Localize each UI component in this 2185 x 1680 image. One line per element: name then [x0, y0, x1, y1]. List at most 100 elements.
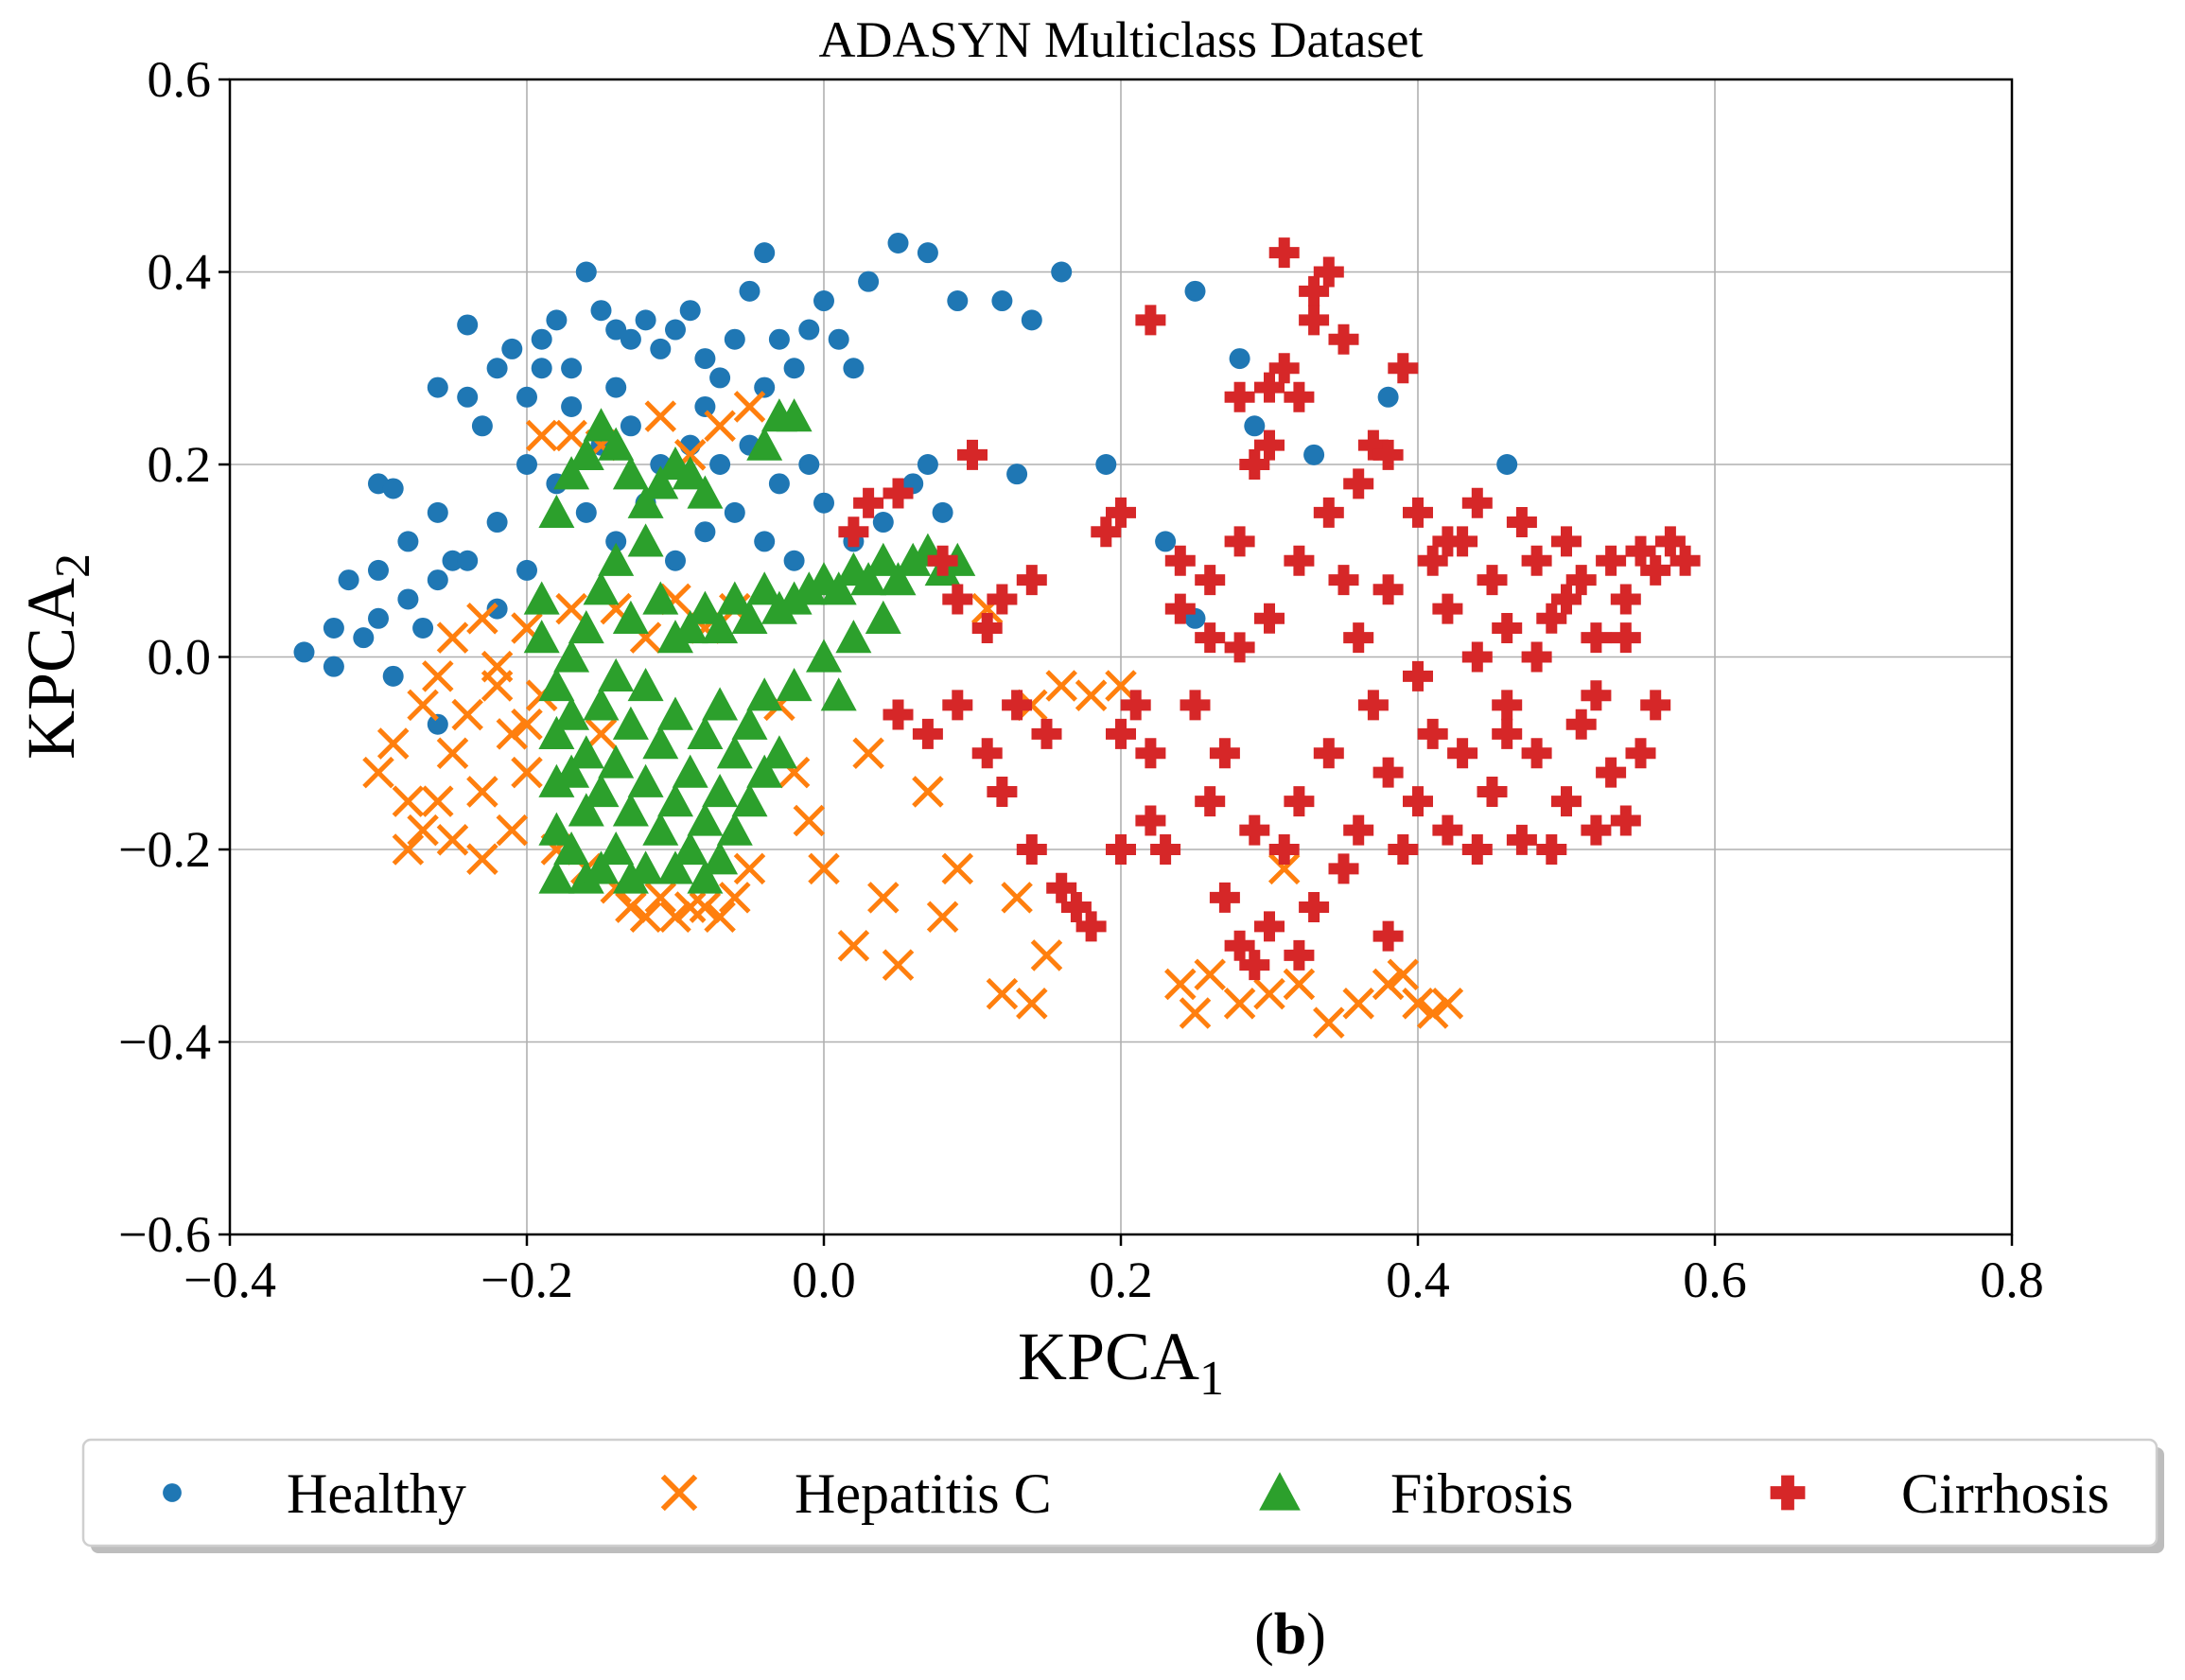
data-point [1536, 603, 1567, 634]
data-point [1179, 997, 1212, 1029]
data-point [516, 454, 537, 475]
data-point [768, 328, 790, 350]
plot-points [293, 232, 1701, 1039]
data-point [1184, 280, 1206, 302]
data-point [1343, 814, 1374, 846]
figure-caption: (b) [1254, 1602, 1326, 1667]
data-point [605, 376, 627, 398]
legend-label-fibrosis: Fibrosis [1390, 1462, 1573, 1525]
data-point [1120, 690, 1151, 721]
x-tick-label: −0.4 [184, 1251, 276, 1308]
data-point [568, 436, 604, 470]
data-point [1224, 526, 1255, 557]
data-point [883, 478, 914, 509]
data-point [947, 290, 969, 312]
data-point [1387, 958, 1420, 991]
data-point [724, 328, 745, 350]
data-point [760, 735, 797, 769]
data-point [882, 949, 915, 981]
data-point [768, 473, 790, 495]
legend-marker-healthy [163, 1483, 182, 1502]
legend-entries: Healthy Hepatitis C Fibrosis Cirrhosis [163, 1462, 2109, 1525]
data-point [555, 419, 587, 452]
data-point [932, 501, 953, 523]
data-point [1244, 415, 1266, 437]
data-point [511, 708, 543, 741]
data-point [687, 715, 724, 750]
data-point [694, 395, 716, 417]
data-point [620, 415, 641, 437]
data-point [1091, 516, 1122, 548]
data-point [561, 358, 583, 379]
data-point [1284, 381, 1315, 412]
data-point [1477, 776, 1508, 807]
series-healthy [293, 232, 1518, 735]
data-point [1416, 997, 1449, 1029]
data-point [1313, 497, 1344, 528]
data-point [1021, 309, 1042, 331]
data-point [627, 523, 664, 557]
data-point [731, 783, 768, 817]
data-point [1209, 738, 1240, 769]
data-point [813, 492, 834, 514]
data-point [1388, 834, 1419, 865]
data-point [1521, 545, 1552, 576]
data-point [397, 531, 419, 552]
data-point [1343, 468, 1374, 499]
data-point [1506, 824, 1537, 855]
x-tick-label: −0.2 [481, 1251, 573, 1308]
data-point [1372, 439, 1404, 470]
data-point [694, 348, 716, 370]
legend-marker-hepatitis-c [660, 1474, 698, 1512]
series-fibrosis [523, 398, 976, 894]
data-point [1551, 584, 1582, 615]
data-point [629, 901, 662, 933]
data-point [1640, 554, 1671, 586]
data-point [672, 609, 708, 644]
data-point [1106, 497, 1136, 528]
data-point [702, 609, 739, 644]
data-point [1155, 531, 1177, 552]
data-point [376, 727, 410, 760]
data-point [687, 475, 724, 509]
data-point [1283, 968, 1316, 1001]
data-point [1268, 237, 1300, 269]
data-point [1164, 968, 1197, 1001]
data-point [1342, 988, 1374, 1020]
data-point [1195, 622, 1226, 654]
data-point [1372, 757, 1404, 788]
data-point [1046, 872, 1077, 903]
data-point [1372, 968, 1405, 1001]
data-point [466, 603, 498, 635]
y-tick-label: 0.6 [148, 51, 212, 108]
data-point [926, 901, 959, 933]
data-point [538, 763, 575, 797]
data-point [620, 328, 641, 350]
data-point [583, 773, 620, 808]
data-point [1313, 256, 1344, 288]
data-point [1565, 565, 1597, 596]
data-point [1303, 444, 1325, 465]
data-point [1060, 892, 1092, 923]
data-point [1581, 814, 1612, 846]
data-point [665, 319, 686, 341]
data-point [575, 261, 597, 283]
data-point [1239, 950, 1270, 981]
data-point [1229, 348, 1250, 370]
data-point [353, 627, 375, 649]
data-point [553, 456, 590, 490]
data-point [865, 542, 901, 576]
data-point [642, 465, 679, 499]
data-point [1402, 988, 1434, 1020]
data-point [1669, 545, 1701, 576]
data-point [733, 391, 766, 423]
data-point [1299, 275, 1330, 306]
data-point [941, 852, 974, 885]
legend-marker-cirrhosis [1770, 1475, 1806, 1511]
data-point [1447, 738, 1478, 769]
data-point [838, 516, 869, 548]
data-point [1268, 834, 1300, 865]
data-point [1431, 988, 1464, 1020]
data-point [568, 609, 604, 644]
